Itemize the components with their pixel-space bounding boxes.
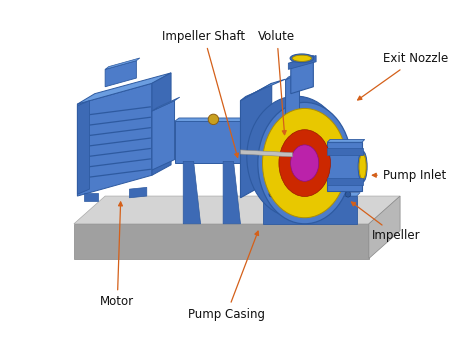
Ellipse shape (292, 55, 311, 61)
Circle shape (345, 192, 351, 197)
Polygon shape (84, 193, 98, 201)
Ellipse shape (359, 154, 366, 179)
Circle shape (269, 192, 274, 197)
Polygon shape (327, 148, 363, 155)
Text: Volute: Volute (258, 30, 295, 135)
Polygon shape (152, 101, 174, 170)
Polygon shape (223, 161, 240, 224)
Polygon shape (152, 97, 180, 111)
Polygon shape (240, 83, 272, 198)
Polygon shape (291, 56, 313, 94)
Polygon shape (327, 178, 363, 185)
Text: Pump Casing: Pump Casing (188, 231, 265, 321)
Polygon shape (77, 73, 171, 104)
Polygon shape (105, 61, 137, 87)
Polygon shape (327, 142, 362, 191)
Polygon shape (285, 69, 305, 80)
Ellipse shape (359, 154, 366, 179)
Polygon shape (183, 161, 201, 224)
Polygon shape (327, 139, 365, 142)
Polygon shape (369, 196, 400, 259)
Ellipse shape (258, 102, 352, 224)
Polygon shape (263, 193, 360, 196)
Polygon shape (285, 73, 300, 116)
Polygon shape (240, 150, 292, 157)
Polygon shape (174, 121, 240, 163)
Polygon shape (263, 196, 357, 224)
Polygon shape (74, 196, 400, 224)
Ellipse shape (290, 54, 314, 62)
Ellipse shape (263, 108, 347, 218)
Ellipse shape (247, 96, 345, 218)
Ellipse shape (291, 145, 319, 181)
Polygon shape (74, 224, 369, 259)
Polygon shape (105, 58, 140, 69)
Polygon shape (77, 83, 152, 196)
Text: Impeller Shaft: Impeller Shaft (163, 30, 246, 157)
Polygon shape (240, 79, 285, 101)
Polygon shape (129, 187, 147, 198)
Text: Pump Inlet: Pump Inlet (373, 169, 446, 182)
Text: Exit Nozzle: Exit Nozzle (358, 52, 448, 100)
Polygon shape (152, 73, 171, 175)
Polygon shape (288, 56, 316, 69)
Polygon shape (77, 101, 90, 194)
Circle shape (208, 114, 219, 125)
Circle shape (283, 192, 288, 197)
Circle shape (331, 192, 337, 197)
Ellipse shape (279, 130, 330, 196)
Ellipse shape (358, 151, 367, 182)
Text: Motor: Motor (100, 202, 134, 308)
Text: Impeller: Impeller (351, 202, 421, 243)
Polygon shape (174, 118, 245, 121)
